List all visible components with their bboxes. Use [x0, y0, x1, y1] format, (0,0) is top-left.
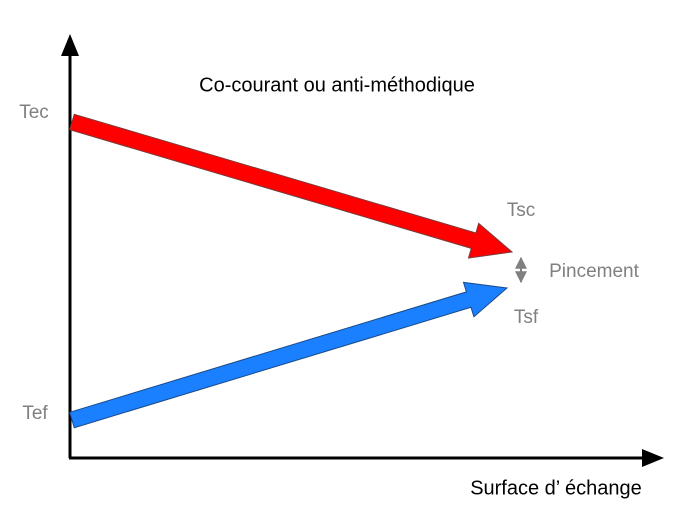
x-axis-head [642, 449, 664, 467]
label-pinch: Pincement [549, 261, 639, 282]
title: Co-courant ou anti-méthodique [199, 74, 475, 96]
label-tef: Tef [22, 403, 48, 424]
label-tec: Tec [19, 102, 49, 123]
cold-fluid-arrow [69, 281, 509, 429]
x-axis-label: Surface d’ échange [470, 477, 642, 499]
label-tsf: Tsf [514, 307, 539, 328]
hot-fluid-arrow [69, 113, 514, 259]
label-tsc: Tsc [507, 200, 536, 221]
y-axis-head [61, 34, 79, 56]
